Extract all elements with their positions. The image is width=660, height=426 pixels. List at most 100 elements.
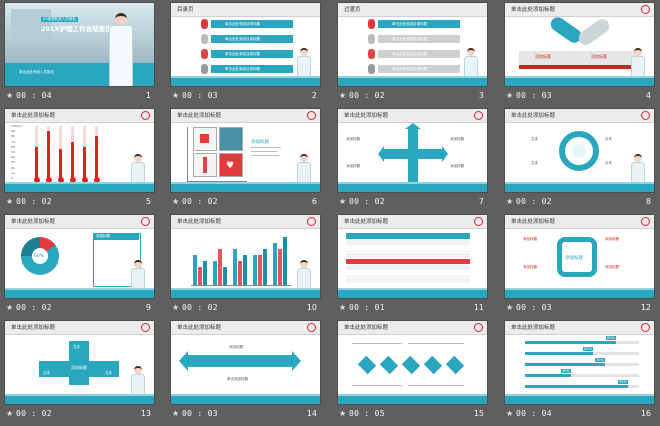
slide-thumbnail-9[interactable]: 单击此处添加标题 60% 添加标题 ★ 00 : 02 9 xyxy=(4,214,155,320)
transition-icon: ★ xyxy=(339,409,347,418)
slide-thumbnail-7[interactable]: 单击此处添加标题 添加标题 添加标题 添加标题 添加标题 ★ 00 : 02 7 xyxy=(337,108,488,214)
progress-fill xyxy=(525,352,593,355)
thermometer-bulb xyxy=(45,177,52,183)
toc-item: 单击此处添加目录标题 xyxy=(225,52,260,56)
slide-thumbnail-11[interactable]: 单击此处添加标题 ★ 00 : 01 11 xyxy=(337,214,488,320)
logo-icon xyxy=(641,323,650,332)
logo-icon xyxy=(641,111,650,120)
logo-icon xyxy=(474,111,483,120)
slide-thumbnail-12[interactable]: 单击此处添加标题 添加标题 添加标题 添加标题 添加标题 添加标题 ★ 00 : … xyxy=(504,214,655,320)
slide-timing: 00 : 03 xyxy=(182,409,218,418)
slide-timing: 00 : 02 xyxy=(16,303,52,312)
y-tick-label: 70 xyxy=(11,139,15,144)
logo-icon xyxy=(307,323,316,332)
slide-preview: 目录页 单击此处添加目录标题 单击此处添加目录标题 单击此处添加目录标题 单击此… xyxy=(170,2,321,87)
slide-timing: 00 : 03 xyxy=(516,303,552,312)
progress-fill xyxy=(525,374,571,377)
slide-footer-text: 单击此处添加人员报告 xyxy=(19,70,54,74)
transition-icon: ★ xyxy=(506,91,514,100)
slide-thumbnail-2[interactable]: 目录页 单击此处添加目录标题 单击此处添加目录标题 单击此处添加目录标题 单击此… xyxy=(170,2,321,108)
bar xyxy=(278,249,282,285)
slide-timing: 00 : 02 xyxy=(182,197,218,206)
slide-thumbnail-14[interactable]: 单击此处添加标题 添加标题 单击添加标题 ★ 00 : 03 14 xyxy=(170,320,321,426)
bar xyxy=(223,267,227,285)
slide-title: 单击此处添加标题 xyxy=(511,7,556,13)
thermometer-bulb xyxy=(81,177,88,183)
slide-thumbnail-15[interactable]: 单击此处添加标题 ★ 00 : 05 15 xyxy=(337,320,488,426)
slide-timing: 00 : 02 xyxy=(182,303,218,312)
transition-icon: ★ xyxy=(6,197,14,206)
label: 文本 xyxy=(105,371,112,375)
slide-thumbnail-3[interactable]: 过渡页 单击此处添加目录标题 单击此处添加目录标题 单击此处添加目录标题 单击此… xyxy=(337,2,488,108)
thermometer-fill xyxy=(35,147,38,178)
slide-title: 目录页 xyxy=(177,7,194,13)
slide-preview: 单击此处添加标题 添加标题 单击添加标题 xyxy=(170,320,321,405)
thermometer-bulb xyxy=(33,177,40,183)
label: 文本 xyxy=(531,137,538,141)
progress-label: 80% xyxy=(606,336,616,340)
progress-track xyxy=(525,374,639,377)
slide-number: 11 xyxy=(473,303,484,312)
slide-title: 单击此处添加标题 xyxy=(177,219,222,225)
bar xyxy=(253,255,257,285)
slide-title: 过渡页 xyxy=(344,7,361,13)
slide-preview: 单击此处添加标题 添加标题 添加标题 xyxy=(504,2,655,87)
slide-title: 单击此处添加标题 xyxy=(511,113,556,119)
hexagon-node xyxy=(379,355,399,375)
y-tick-label: 0 xyxy=(11,176,13,180)
slide-thumbnail-13[interactable]: 单击此处添加标题 添加标题 文本 文本 文本 ★ 00 : 02 13 xyxy=(4,320,155,426)
transition-icon: ★ xyxy=(339,91,347,100)
toc-item: 单击此处添加目录标题 xyxy=(392,52,427,56)
cycle-icon xyxy=(559,131,599,171)
progress-label: 40% xyxy=(561,369,571,373)
slide-title: 单击此处添加标题 xyxy=(511,325,556,331)
logo-icon xyxy=(307,111,316,120)
slide-thumbnail-5[interactable]: 单击此处添加标题 100(%)9080706050403020100文本文本文本… xyxy=(4,108,155,214)
slide-number: 14 xyxy=(306,409,317,418)
transition-icon: ★ xyxy=(6,409,14,418)
slide-preview: 过渡页 单击此处添加目录标题 单击此处添加目录标题 单击此处添加目录标题 单击此… xyxy=(337,2,488,87)
slide-thumbnail-8[interactable]: 单击此处添加标题 文本 文本 文本 文本 ★ 00 : 02 8 xyxy=(504,108,655,214)
hexagon-node xyxy=(423,355,443,375)
arrow-right-icon xyxy=(442,146,448,162)
transition-icon: ★ xyxy=(172,91,180,100)
slide-title: 单击此处添加标题 xyxy=(11,219,56,225)
arrow-left-icon xyxy=(179,351,188,371)
slide-thumbnail-6[interactable]: 单击此处添加标题 ♥ 添加标题 ★ 00 : 02 6 xyxy=(170,108,321,214)
thermometer-fill xyxy=(47,131,50,178)
bar xyxy=(283,237,287,285)
slide-thumbnail-4[interactable]: 单击此处添加标题 添加标题 添加标题 ★ 00 : 03 4 xyxy=(504,2,655,108)
transition-icon: ★ xyxy=(6,91,14,100)
transition-icon: ★ xyxy=(172,409,180,418)
label: 添加标题 xyxy=(523,237,537,241)
toc-item: 单击此处添加目录标题 xyxy=(392,67,427,71)
label: 添加标题 xyxy=(605,237,619,241)
bar xyxy=(263,249,267,285)
logo-icon xyxy=(307,217,316,226)
bar xyxy=(193,255,197,285)
slide-thumbnail-1[interactable]: 201X护理工作总结报告PPT XX医院科室人员报告 单击此处添加人员报告 ★ 0… xyxy=(4,2,155,108)
slide-thumbnail-16[interactable]: 单击此处添加标题 80% 60% 70% 40% 90% ★ 00 : 04 16 xyxy=(504,320,655,426)
bar xyxy=(273,243,277,285)
slide-number: 9 xyxy=(145,303,151,312)
toc-item: 单击此处添加目录标题 xyxy=(225,37,260,41)
logo-icon xyxy=(141,111,150,120)
label: 添加标题 xyxy=(450,137,464,141)
slide-thumbnail-10[interactable]: 单击此处添加标题 类别 1类别 2类别 3类别 4类别 5 ★00 : 02 10 xyxy=(170,214,321,320)
y-tick-label: 100(%) xyxy=(11,124,22,128)
syringe-icon xyxy=(193,153,217,177)
slide-preview: 单击此处添加标题 80% 60% 70% 40% 90% xyxy=(504,320,655,405)
slide-number: 15 xyxy=(473,409,484,418)
y-tick-label: 20 xyxy=(11,165,15,170)
slide-number: 2 xyxy=(311,91,317,100)
slide-number: 10 xyxy=(306,303,317,312)
bar xyxy=(198,267,202,285)
label: 文本 xyxy=(605,137,612,141)
toc-item: 单击此处添加目录标题 xyxy=(392,22,427,26)
slide-preview: 单击此处添加标题 xyxy=(337,214,488,299)
thermometer-fill xyxy=(71,142,74,178)
thermometer-bulb xyxy=(57,177,64,183)
y-tick-label: 40 xyxy=(11,155,15,160)
label: 添加标题 xyxy=(535,54,551,59)
slide-number: 3 xyxy=(478,91,484,100)
